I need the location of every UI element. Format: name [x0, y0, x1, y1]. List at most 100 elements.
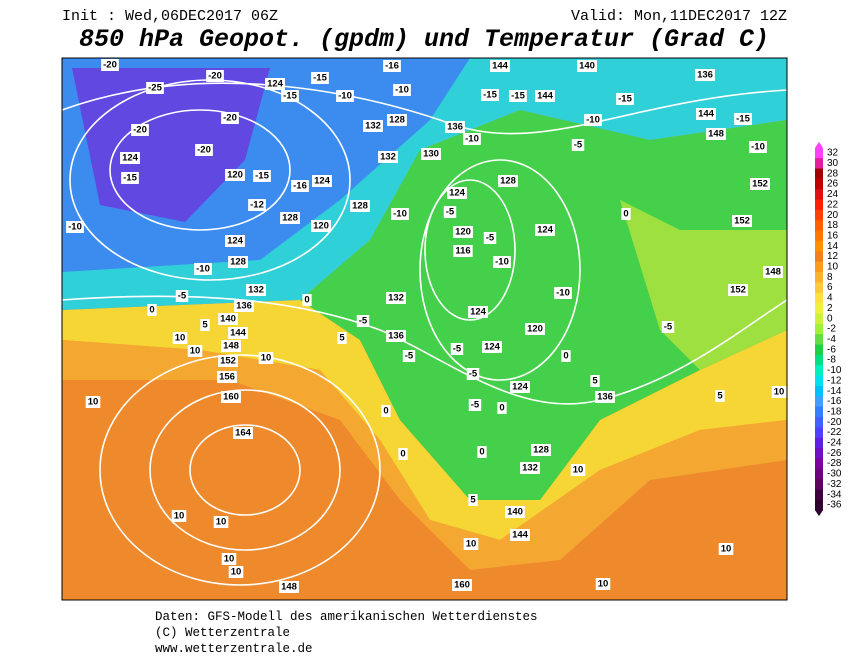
contour-label-text: -15: [283, 91, 297, 102]
contour-label: 10: [228, 566, 244, 578]
contour-label: 140: [218, 313, 238, 325]
contour-label-text: 10: [175, 333, 186, 344]
contour-label: 10: [221, 553, 237, 565]
contour-label: 120: [225, 169, 245, 181]
contour-label: 144: [228, 327, 248, 339]
contour-label-box: [393, 84, 411, 96]
contour-label-text: -15: [313, 73, 327, 84]
contour-label-box: [706, 128, 726, 140]
contour-label-box: [398, 448, 408, 460]
colorbar-segment: [815, 427, 823, 439]
contour-label-text: -15: [618, 94, 632, 105]
colorbar-segment: [815, 251, 823, 263]
contour-label: -5: [443, 206, 457, 218]
contour-label-text: 0: [479, 447, 484, 458]
contour-label-box: [378, 151, 398, 163]
contour-label-box: [213, 516, 229, 528]
contour-label: -5: [466, 368, 480, 380]
contour-label-text: 120: [455, 227, 471, 238]
contour-label-text: -16: [385, 61, 399, 72]
colorbar-segment: [815, 241, 823, 252]
colorbar-segment: [815, 458, 823, 470]
colorbar-label: -4: [827, 334, 836, 345]
contour-label-box: [218, 313, 238, 325]
contour-label-text: -15: [511, 91, 525, 102]
contour-label-text: -5: [446, 207, 455, 218]
contour-label-text: 160: [223, 392, 239, 403]
contour-label: -10: [493, 256, 511, 268]
contour-label: 124: [468, 306, 488, 318]
contour: [419, 159, 581, 381]
colorbar-label: 20: [827, 210, 839, 221]
contour-label-box: [445, 121, 465, 133]
contour-label-box: [146, 82, 164, 94]
colorbar-segment: [815, 499, 823, 511]
contour-label-text: 5: [717, 391, 723, 402]
contour-label: 10: [172, 332, 188, 344]
contour-label-box: [218, 355, 238, 367]
contour-label-box: [350, 200, 370, 212]
colorbar-segment: [815, 375, 823, 387]
contour-label-text: 144: [537, 91, 554, 102]
contour-label-text: 124: [537, 225, 554, 236]
contour-label-box: [561, 350, 571, 362]
colorbar-segment: [815, 168, 823, 180]
contour-label-box: [505, 506, 525, 518]
contour-label-text: -5: [486, 233, 495, 244]
colorbar: 32302826242220181614121086420-2-4-6-8-10…: [815, 141, 842, 517]
contour-label: 148: [221, 340, 241, 352]
contour-label-text: 0: [149, 305, 154, 316]
contour-label-text: -10: [495, 257, 509, 268]
colorbar-label: -16: [827, 396, 842, 407]
colorbar-segment: [815, 448, 823, 459]
contour-label-text: 152: [730, 285, 746, 296]
contour-label: -20: [101, 59, 119, 71]
contour-label-box: [248, 199, 266, 211]
contour-label-box: [120, 152, 140, 164]
contour-label: -5: [661, 321, 675, 333]
colorbar-segment: [815, 209, 823, 221]
colorbar-segment: [815, 189, 823, 201]
contour-label: 152: [218, 355, 238, 367]
colorbar-label: 4: [827, 293, 833, 304]
colorbar-label: 10: [827, 262, 839, 273]
contour-label-text: 156: [219, 372, 235, 383]
contour-label-box: [195, 144, 213, 156]
contour-label: -10: [554, 287, 572, 299]
colorbar-label: -28: [827, 458, 842, 469]
colorbar-label: 22: [827, 199, 839, 210]
init-time: Init : Wed,06DEC2017 06Z: [62, 8, 278, 25]
contour-label-text: 136: [697, 70, 713, 81]
contour-label: -20: [221, 112, 239, 124]
contour-label: -15: [121, 172, 139, 184]
contour-label-text: 140: [579, 61, 595, 72]
contour-label: 10: [463, 538, 479, 550]
contour-label-box: [477, 446, 487, 458]
contour-label-box: [280, 212, 300, 224]
contour-label-text: 152: [220, 356, 236, 367]
contour-label-text: -10: [556, 288, 570, 299]
contour-label-text: -5: [359, 316, 368, 327]
contour-label-text: 124: [449, 188, 466, 199]
contour-label-text: 124: [267, 79, 284, 90]
contour-label-text: 10: [573, 465, 584, 476]
contour-label: 132: [520, 462, 540, 474]
contour-label-box: [172, 332, 188, 344]
contour-label-text: 5: [470, 495, 476, 506]
contour-label-box: [497, 402, 507, 414]
contour-label-text: 140: [507, 507, 523, 518]
contour-label: -15: [281, 90, 299, 102]
contour-label-text: 120: [527, 324, 543, 335]
contour-label-box: [595, 391, 615, 403]
contour-label: -10: [391, 208, 409, 220]
colorbar-label: -36: [827, 500, 842, 511]
contour-label: 140: [505, 506, 525, 518]
colorbar-arrow: [815, 510, 823, 517]
contour-label-box: [595, 578, 611, 590]
warm-band: [62, 300, 787, 540]
contour-label: 144: [490, 60, 510, 72]
contour: [61, 295, 788, 405]
contour-label-box: [337, 332, 347, 344]
contour-label-box: [728, 284, 748, 296]
